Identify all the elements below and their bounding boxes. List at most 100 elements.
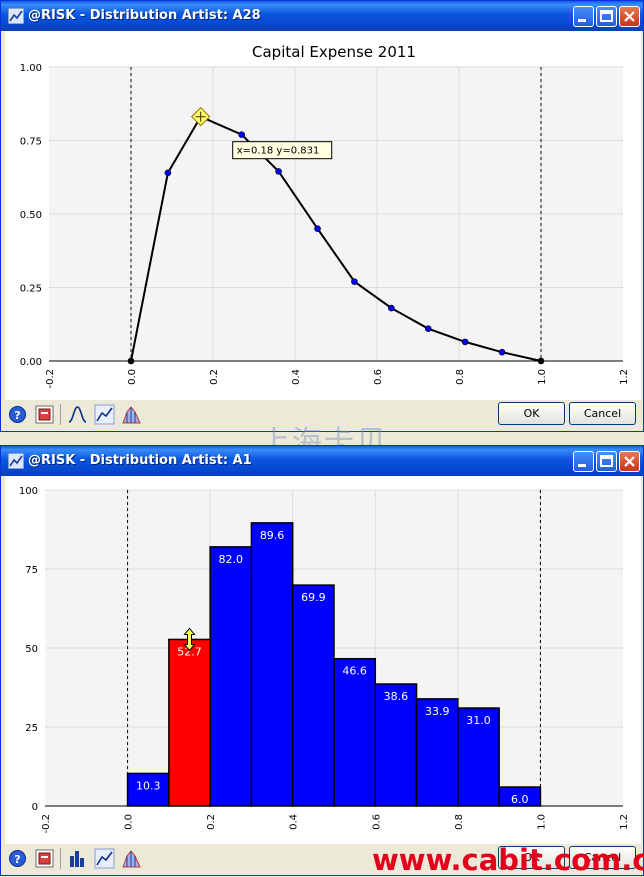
- risk-app-icon: [8, 8, 24, 24]
- histogram-icon: [122, 406, 141, 424]
- histogram-bar[interactable]: [291, 584, 335, 807]
- histogram-bar[interactable]: [126, 772, 170, 807]
- curve-mode-button[interactable]: [67, 404, 88, 425]
- y-tick-label: 50: [25, 644, 38, 655]
- bar-value-label: 6.0: [511, 793, 529, 806]
- bottom-toolbar: ? OK Cancel: [1, 844, 643, 873]
- minimize-icon: [578, 464, 586, 467]
- x-tick-label: 1.2: [619, 814, 630, 830]
- title-bar[interactable]: @RISK - Distribution Artist: A28: [1, 1, 643, 31]
- bar-value-label: 46.6: [342, 665, 367, 678]
- data-point[interactable]: [424, 325, 432, 332]
- line-chart-panel[interactable]: 0.00 0.25 0.50 0.75 1.00 -0.2 0.0 0.2 0.4 0.6 0.8…: [5, 31, 641, 400]
- settings-button[interactable]: [34, 848, 55, 869]
- line-mode-button[interactable]: [94, 404, 115, 425]
- x-tick-label: 0.4: [291, 369, 302, 385]
- histogram-mode-button[interactable]: [121, 848, 142, 869]
- maximize-button[interactable]: [596, 451, 617, 472]
- svg-text:?: ?: [14, 409, 20, 422]
- chart-title: Capital Expense 2011: [252, 43, 416, 61]
- title-bar[interactable]: @RISK - Distribution Artist: A1: [1, 446, 643, 476]
- histogram-bar[interactable]: [209, 546, 253, 807]
- drag-handle-icon[interactable]: [183, 627, 196, 652]
- histogram-chart-panel[interactable]: 10.3 52.7 82.0 89.6 69.9 46.6 38.6 33.9 31.0 6.0 …: [5, 476, 641, 845]
- minimize-icon: [578, 19, 586, 22]
- maximize-icon: [600, 455, 613, 467]
- help-icon: ?: [9, 850, 26, 867]
- data-point[interactable]: [461, 338, 469, 346]
- y-tick-label: 0.00: [20, 357, 42, 368]
- cancel-button[interactable]: Cancel: [569, 402, 636, 425]
- maximize-icon: [600, 10, 613, 22]
- x-tick-label: 0.2: [206, 814, 217, 830]
- data-point[interactable]: [498, 348, 506, 356]
- distribution-histogram-chart[interactable]: 10.352.782.089.669.946.638.633.931.06.0 …: [5, 476, 641, 845]
- data-point[interactable]: [388, 304, 395, 312]
- y-tick-label: 0.75: [20, 137, 42, 148]
- close-button[interactable]: [619, 451, 640, 472]
- svg-text:?: ?: [14, 853, 20, 866]
- ok-button[interactable]: OK: [498, 846, 565, 869]
- x-tick-label: 0.6: [373, 369, 384, 385]
- coordinate-tooltip: x=0.18 y=0.831: [232, 141, 333, 160]
- svg-text:x=0.18 y=0.831: x=0.18 y=0.831: [237, 146, 320, 157]
- line-chart-icon: [94, 404, 115, 425]
- x-tick-label: 0.2: [209, 369, 220, 385]
- histogram-bar[interactable]: [250, 522, 294, 807]
- line-mode-button[interactable]: [94, 848, 115, 869]
- data-point[interactable]: [351, 278, 358, 285]
- x-tick-label: 0.0: [124, 814, 135, 830]
- y-tick-label: 25: [25, 723, 38, 734]
- distribution-artist-window-a28: @RISK - Distribution Artist: A28 0.00 0.2…: [0, 0, 644, 432]
- distribution-line-chart[interactable]: 0.00 0.25 0.50 0.75 1.00 -0.2 0.0 0.2 0.4 0.6 0.8…: [5, 31, 641, 400]
- risk-app-icon: [8, 453, 24, 469]
- bar-value-label: 10.3: [136, 779, 161, 792]
- x-tick-label: 0.8: [455, 369, 466, 385]
- distribution-curve[interactable]: [130, 115, 542, 362]
- data-point[interactable]: [537, 357, 545, 365]
- histogram-mode-button[interactable]: [121, 404, 142, 425]
- histogram-bar[interactable]: [457, 707, 500, 807]
- window-title: @RISK - Distribution Artist: A1: [28, 453, 252, 468]
- x-tick-label: 1.0: [536, 814, 547, 830]
- bar-mode-button[interactable]: [67, 848, 88, 869]
- window-title: @RISK - Distribution Artist: A28: [28, 8, 261, 23]
- close-button[interactable]: [619, 6, 640, 27]
- line-chart-icon: [94, 848, 115, 869]
- bar-value-label: 38.6: [384, 690, 409, 703]
- close-icon: [624, 11, 635, 22]
- data-point[interactable]: [127, 357, 135, 365]
- data-point[interactable]: [238, 131, 245, 138]
- x-tick-label: 0.8: [454, 814, 465, 830]
- move-cross: [195, 111, 206, 122]
- ok-button[interactable]: OK: [498, 402, 565, 425]
- data-point[interactable]: [164, 169, 172, 177]
- bar-chart-icon: [70, 851, 84, 867]
- help-button[interactable]: ?: [7, 848, 28, 869]
- toolbar-separator: [60, 848, 61, 869]
- settings-button[interactable]: [34, 404, 55, 425]
- x-tick-label: -0.2: [45, 369, 56, 389]
- y-tick-label: 1.00: [20, 63, 42, 74]
- properties-icon: [35, 405, 54, 424]
- minimize-button[interactable]: [573, 451, 594, 472]
- help-button[interactable]: ?: [7, 404, 28, 425]
- bar-value-label: 69.9: [301, 591, 326, 604]
- close-icon: [624, 456, 635, 467]
- cancel-button[interactable]: Cancel: [569, 846, 636, 869]
- data-point[interactable]: [314, 225, 321, 232]
- distribution-artist-window-a1: @RISK - Distribution Artist: A1 10.3 52.7…: [0, 445, 644, 876]
- properties-icon: [35, 849, 54, 868]
- bar-value-label: 82.0: [219, 553, 244, 566]
- data-point[interactable]: [275, 168, 282, 175]
- bar-value-label: 89.6: [260, 529, 285, 542]
- histogram-bar[interactable]: [333, 657, 377, 807]
- bottom-toolbar: ? OK Cancel: [1, 400, 643, 429]
- selected-bar[interactable]: [168, 638, 211, 807]
- minimize-button[interactable]: [573, 6, 594, 27]
- y-tick-label: 75: [25, 565, 38, 576]
- y-tick-label: 0.50: [20, 210, 42, 221]
- footer-url-text: www.cabit.com.cn: [372, 843, 644, 877]
- maximize-button[interactable]: [596, 6, 617, 27]
- bar-value-label: 33.9: [425, 705, 450, 718]
